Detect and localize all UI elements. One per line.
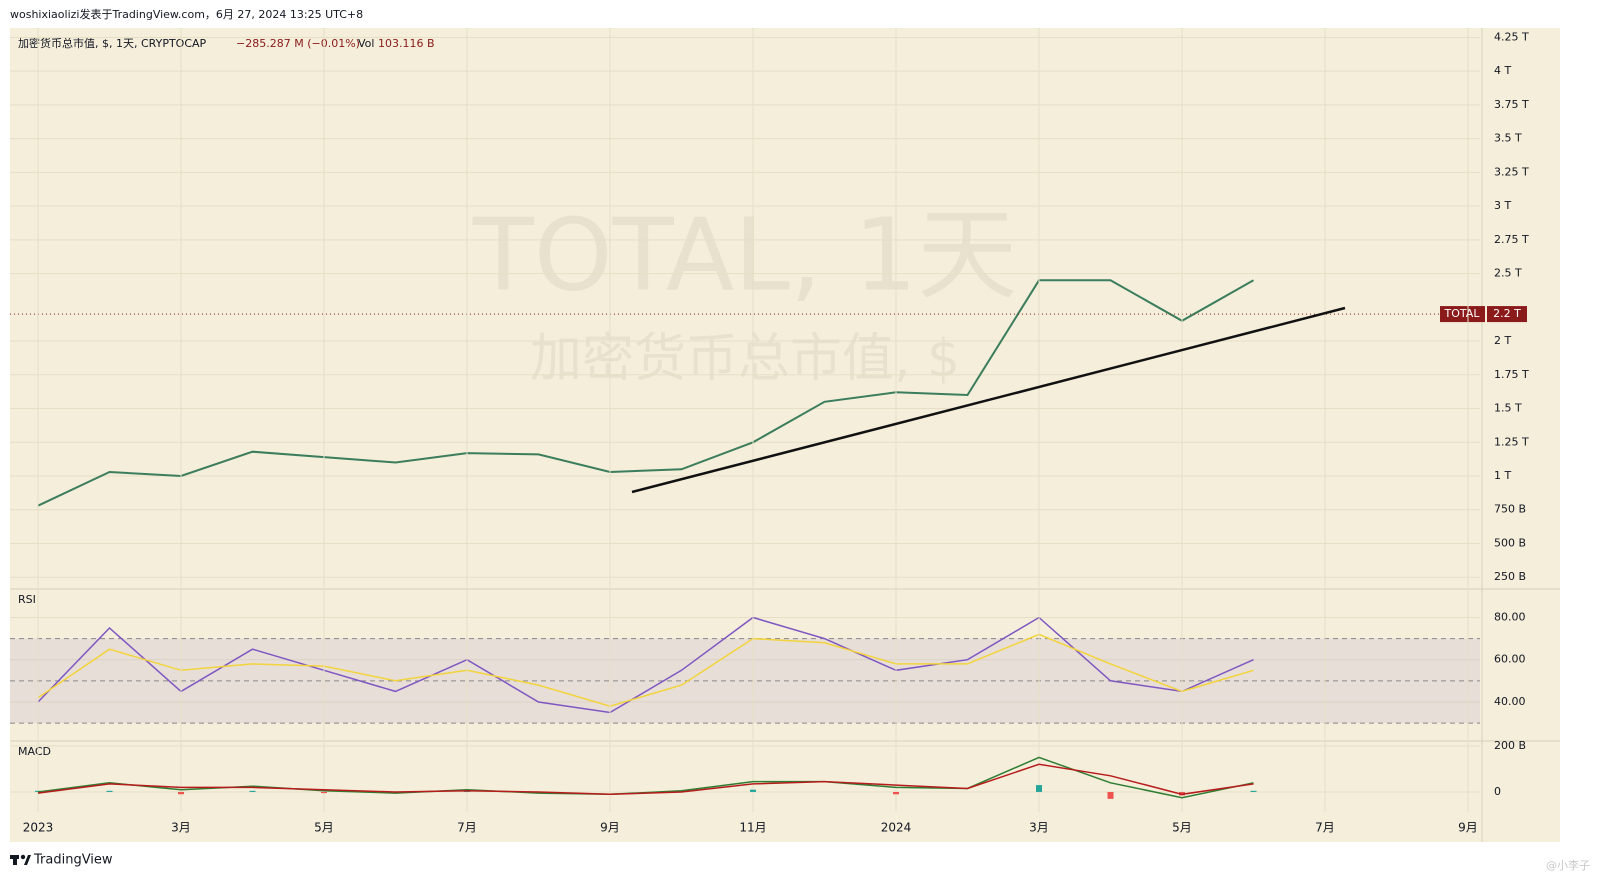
pane-title: MACD xyxy=(18,745,51,758)
x-tick-label: 5月 xyxy=(1172,821,1192,835)
y-tick-label: 750 B xyxy=(1494,503,1526,516)
chart-background xyxy=(10,28,1560,842)
histogram-bar xyxy=(321,791,327,794)
credit: @小李子 xyxy=(1546,858,1590,872)
histogram-bar xyxy=(249,790,256,792)
x-tick-label: 11月 xyxy=(739,821,766,835)
trend-line xyxy=(631,306,1346,494)
watermark-name: 加密货币总市值, $ xyxy=(530,329,960,389)
y-tick-label: 1.75 T xyxy=(1494,368,1529,381)
series-line xyxy=(37,633,1254,707)
volume-value: 103.116 B xyxy=(378,37,435,50)
y-tick-label: 60.00 xyxy=(1494,653,1526,666)
y-tick-label: 3.25 T xyxy=(1494,165,1529,178)
series-line xyxy=(37,616,1254,714)
histogram-bar xyxy=(1107,791,1114,799)
y-tick-label: 200 B xyxy=(1494,739,1526,752)
y-tick-label: 4 T xyxy=(1494,64,1511,77)
volume-label: Vol xyxy=(358,37,374,50)
x-tick-label: 5月 xyxy=(314,821,334,835)
symbol-tag xyxy=(1440,306,1485,323)
x-tick-label: 2023 xyxy=(23,821,54,835)
histogram-bar xyxy=(1250,790,1257,792)
y-tick-label: 500 B xyxy=(1494,536,1526,549)
brand-name: TradingView xyxy=(33,853,113,868)
y-tick-label: 250 B xyxy=(1494,570,1526,583)
y-tick-label: 1 T xyxy=(1494,469,1511,482)
price-tag-label: 2.2 T xyxy=(1493,307,1521,320)
y-tick-label: 0 xyxy=(1494,785,1501,798)
series-line xyxy=(37,279,1254,507)
watermark-symbol: TOTAL, 1天 xyxy=(472,196,1017,313)
price-tag xyxy=(1487,306,1527,323)
histogram-bar xyxy=(750,789,756,792)
plot-layer: 250 B 500 B 750 B 1 T 1.25 T 1.5 T 1.75 T 2 T 2.… xyxy=(10,28,1529,835)
x-tick-label: 9月 xyxy=(600,821,620,835)
x-tick-label: 7月 xyxy=(457,821,477,835)
publish-note: woshixiaolizi发表于TradingView.com，6月 27, 2… xyxy=(10,7,363,21)
histogram-bar xyxy=(106,790,113,792)
y-tick-label: 40.00 xyxy=(1494,695,1526,708)
histogram-bar xyxy=(893,791,899,795)
y-tick-label: 4.25 T xyxy=(1494,30,1529,43)
symbol-tag-label: TOTAL xyxy=(1444,307,1481,320)
y-tick-label: 1.5 T xyxy=(1494,402,1522,415)
x-tick-label: 7月 xyxy=(1315,821,1335,835)
histogram-bar xyxy=(178,791,184,795)
price-change: −285.287 M (−0.01%) xyxy=(236,37,360,50)
brand-logo xyxy=(10,854,31,865)
x-tick-label: 2024 xyxy=(881,821,912,835)
x-tick-label: 3月 xyxy=(1029,821,1049,835)
x-tick-label: 3月 xyxy=(171,821,191,835)
x-tick-label: 9月 xyxy=(1458,821,1478,835)
y-tick-label: 3.5 T xyxy=(1494,132,1522,145)
y-tick-label: 2.5 T xyxy=(1494,267,1522,280)
series-line xyxy=(37,763,1254,796)
y-tick-label: 1.25 T xyxy=(1494,435,1529,448)
pane-title: RSI xyxy=(18,593,36,606)
y-tick-label: 2 T xyxy=(1494,334,1511,347)
y-tick-label: 3.75 T xyxy=(1494,98,1529,111)
symbol-legend: 加密货币总市值, $, 1天, CRYPTOCAP xyxy=(18,36,207,50)
histogram-bar xyxy=(1036,785,1042,792)
y-tick-label: 3 T xyxy=(1494,199,1511,212)
y-tick-label: 2.75 T xyxy=(1494,233,1529,246)
y-tick-label: 80.00 xyxy=(1494,610,1526,623)
